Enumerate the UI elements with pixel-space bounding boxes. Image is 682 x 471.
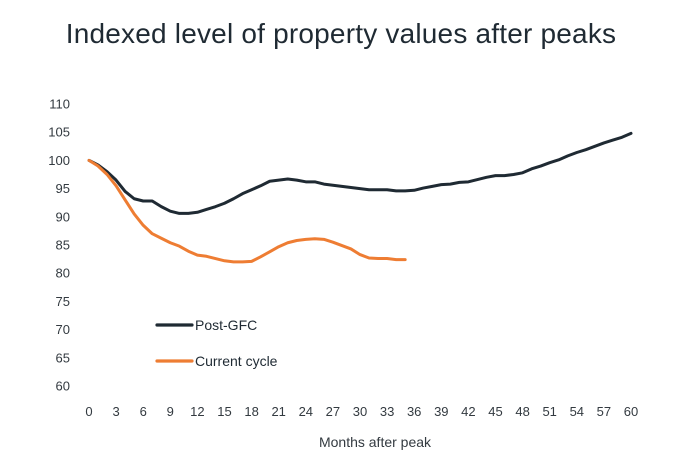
x-tick-label: 39 <box>434 404 448 419</box>
x-tick-label: 36 <box>407 404 421 419</box>
x-tick-label: 30 <box>353 404 367 419</box>
y-axis-ticks: 60 65 70 75 80 85 90 95 100 105 110 <box>48 97 70 394</box>
x-tick-label: 18 <box>244 404 258 419</box>
x-tick-label: 57 <box>597 404 611 419</box>
x-tick-label: 0 <box>85 404 92 419</box>
x-tick-label: 27 <box>326 404 340 419</box>
series-line-current-cycle <box>87 158 407 264</box>
y-tick-label: 60 <box>56 379 70 394</box>
x-tick-label: 42 <box>461 404 475 419</box>
y-tick-label: 90 <box>56 209 70 224</box>
legend: Post-GFC Current cycle <box>155 317 278 369</box>
x-axis-ticks: 0 3 6 9 12 15 18 21 24 27 30 33 36 39 42 45 48 51 54 57 60 <box>85 404 638 419</box>
y-tick-label: 105 <box>48 125 70 140</box>
x-tick-label: 3 <box>112 404 119 419</box>
x-axis-title: Months after peak <box>319 434 432 450</box>
y-tick-label: 80 <box>56 266 70 281</box>
x-tick-label: 12 <box>190 404 204 419</box>
y-tick-label: 70 <box>56 322 70 337</box>
x-tick-label: 6 <box>140 404 147 419</box>
x-tick-label: 9 <box>167 404 174 419</box>
legend-label-current-cycle: Current cycle <box>195 353 278 369</box>
x-tick-label: 51 <box>542 404 556 419</box>
y-tick-label: 65 <box>56 350 70 365</box>
x-tick-label: 24 <box>299 404 313 419</box>
x-tick-label: 15 <box>217 404 231 419</box>
series-line-post-gfc <box>87 131 633 215</box>
x-tick-label: 54 <box>570 404 584 419</box>
legend-label-post-gfc: Post-GFC <box>195 317 257 333</box>
chart-title: Indexed level of property values after p… <box>65 18 617 49</box>
y-tick-label: 110 <box>49 97 70 112</box>
y-tick-label: 85 <box>56 238 70 253</box>
x-tick-label: 21 <box>271 404 285 419</box>
x-tick-label: 48 <box>515 404 529 419</box>
y-tick-label: 100 <box>48 153 70 168</box>
x-tick-label: 60 <box>624 404 638 419</box>
y-tick-label: 75 <box>56 294 70 309</box>
x-tick-label: 33 <box>380 404 394 419</box>
x-tick-label: 45 <box>488 404 502 419</box>
y-tick-label: 95 <box>56 181 70 196</box>
series-lines <box>87 131 633 264</box>
